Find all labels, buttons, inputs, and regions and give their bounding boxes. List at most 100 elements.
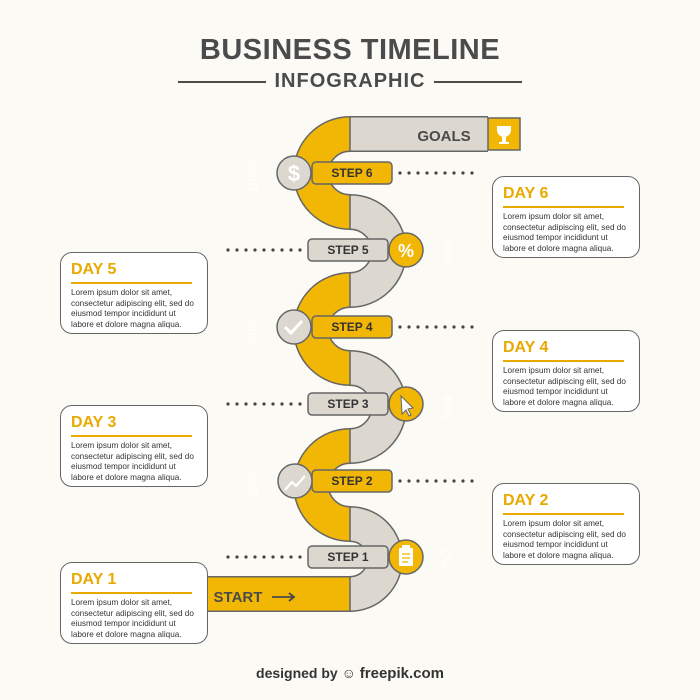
step-3-pill: [307, 392, 389, 416]
connector-dot: [407, 479, 411, 483]
connector-dot: [416, 325, 420, 329]
credit-prefix: designed by: [256, 665, 338, 681]
percent-label-20: 20%: [245, 472, 260, 498]
connector-dot: [425, 171, 429, 175]
connector-dot: [226, 248, 230, 252]
step-6-pill: [311, 161, 393, 185]
step-4-icon-circle: [276, 309, 312, 345]
connector-dot: [398, 479, 402, 483]
step-2-label: STEP 2: [331, 474, 372, 488]
dotted-connectors: [226, 171, 474, 559]
goals-label: GOALS: [417, 128, 470, 145]
clipboard-icon: [399, 548, 413, 566]
step-1-label: STEP 1: [327, 550, 368, 564]
subtitle-rule-left: [178, 81, 266, 83]
connector-dot: [289, 248, 293, 252]
connector-dot: [434, 171, 438, 175]
cursor-icon: [400, 394, 415, 417]
connector-dot: [452, 479, 456, 483]
day-4-title: DAY 4: [503, 339, 624, 362]
connector-dot: [289, 402, 293, 406]
connector-dot: [298, 248, 302, 252]
connector-dot: [289, 555, 293, 559]
subtitle-rule-right: [434, 81, 522, 83]
trophy-icon: [497, 126, 511, 144]
connector-dot: [434, 479, 438, 483]
page-title: BUSINESS TIMELINE: [199, 34, 501, 66]
credit-line: designed by ☺ freepik.com: [0, 665, 700, 682]
connector-dot: [271, 402, 275, 406]
day-2-card: DAY 2 Lorem ipsum dolor sit amet, consec…: [492, 483, 640, 565]
step-6-label: STEP 6: [331, 166, 372, 180]
step-4-label: STEP 4: [331, 320, 372, 334]
connector-dot: [452, 325, 456, 329]
percent-label-80: 80%: [440, 240, 455, 266]
connector-dot: [461, 479, 465, 483]
connector-dot: [461, 325, 465, 329]
connector-dot: [398, 171, 402, 175]
step-1-pill: [307, 545, 389, 569]
connector-dot: [262, 248, 266, 252]
step-5-label: STEP 5: [327, 243, 368, 257]
connector-dot: [298, 555, 302, 559]
day-1-text: Lorem ipsum dolor sit amet, consectetur …: [71, 598, 194, 639]
checkmark-icon: [283, 319, 304, 336]
connector-dot: [244, 555, 248, 559]
chart-icon: [284, 475, 306, 491]
connector-dot: [226, 555, 230, 559]
step-3-label: STEP 3: [327, 397, 368, 411]
connector-dot: [407, 325, 411, 329]
connector-dot: [298, 402, 302, 406]
day-3-card: DAY 3 Lorem ipsum dolor sit amet, consec…: [60, 405, 208, 487]
freepik-logo-icon: ☺: [341, 665, 356, 681]
connector-dot: [244, 402, 248, 406]
step-4-pill: [311, 315, 393, 339]
connector-dot: [253, 402, 257, 406]
percent-label-40: 40%: [440, 394, 455, 420]
connector-dot: [461, 171, 465, 175]
day-1-title: DAY 1: [71, 571, 192, 594]
connector-dot: [271, 555, 275, 559]
connector-dot: [425, 325, 429, 329]
step-5-pill: [307, 238, 389, 262]
connector-dot: [452, 171, 456, 175]
connector-dot: [416, 479, 420, 483]
connector-dot: [253, 555, 257, 559]
connector-dot: [235, 402, 239, 406]
day-6-title: DAY 6: [503, 185, 624, 208]
day-2-title: DAY 2: [503, 492, 624, 515]
dollar-icon: $: [288, 161, 300, 186]
connector-dot: [398, 325, 402, 329]
day-6-text: Lorem ipsum dolor sit amet, consectetur …: [503, 212, 626, 253]
connector-dot: [425, 479, 429, 483]
connector-dot: [280, 555, 284, 559]
connector-dot: [280, 248, 284, 252]
connector-dot: [244, 248, 248, 252]
connector-dot: [470, 171, 474, 175]
start-label: START: [214, 589, 263, 606]
connector-dot: [262, 402, 266, 406]
percent-label-0: 0%: [438, 550, 453, 569]
connector-dot: [407, 171, 411, 175]
day-5-title: DAY 5: [71, 261, 192, 284]
day-4-card: DAY 4 Lorem ipsum dolor sit amet, consec…: [492, 330, 640, 412]
percent-label-100: 100%: [245, 159, 260, 193]
connector-dot: [443, 479, 447, 483]
day-2-text: Lorem ipsum dolor sit amet, consectetur …: [503, 519, 626, 560]
day-5-card: DAY 5 Lorem ipsum dolor sit amet, consec…: [60, 252, 208, 334]
step-6-icon-circle: [276, 155, 312, 191]
day-3-text: Lorem ipsum dolor sit amet, consectetur …: [71, 441, 194, 482]
day-4-text: Lorem ipsum dolor sit amet, consectetur …: [503, 366, 626, 407]
connector-dot: [253, 248, 257, 252]
connector-dot: [470, 479, 474, 483]
connector-dot: [226, 402, 230, 406]
step-5-icon-circle: [388, 232, 424, 268]
day-5-text: Lorem ipsum dolor sit amet, consectetur …: [71, 288, 194, 329]
page-subtitle: INFOGRAPHIC: [274, 70, 426, 92]
day-6-card: DAY 6 Lorem ipsum dolor sit amet, consec…: [492, 176, 640, 258]
day-1-card: DAY 1 Lorem ipsum dolor sit amet, consec…: [60, 562, 208, 644]
connector-dot: [280, 402, 284, 406]
connector-dot: [235, 555, 239, 559]
connector-dot: [470, 325, 474, 329]
